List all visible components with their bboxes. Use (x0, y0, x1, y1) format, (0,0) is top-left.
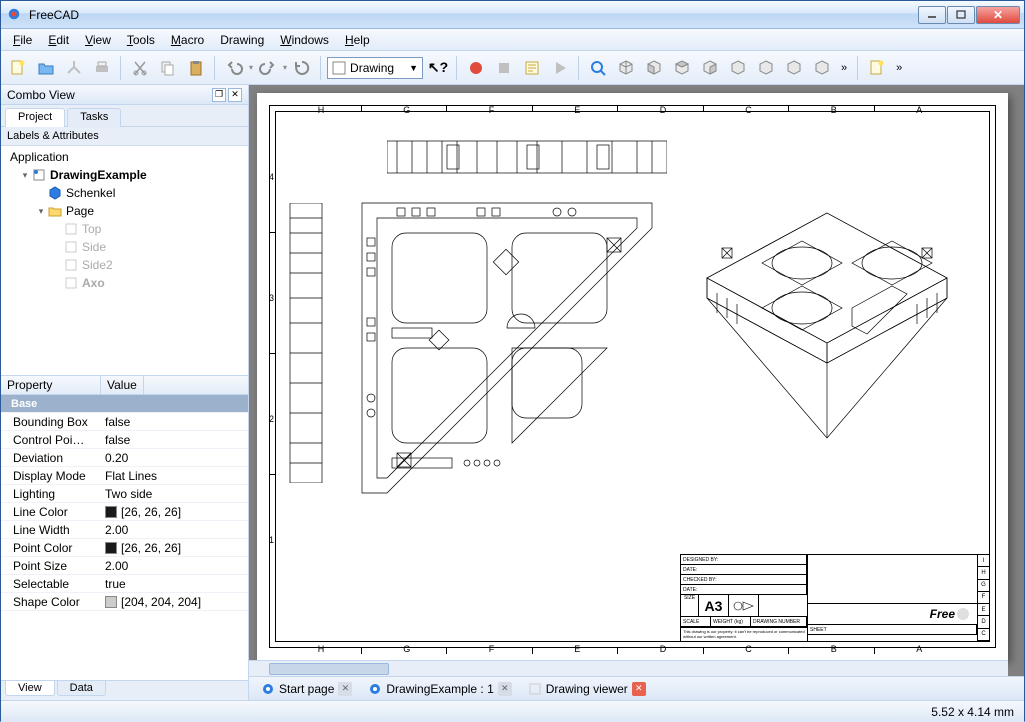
undo-button[interactable] (221, 55, 247, 81)
drawing-side-view (282, 203, 330, 483)
record-macro-button[interactable] (463, 55, 489, 81)
toolbar: ▾ ▾ Drawing ▼ ↖? » » (1, 51, 1024, 85)
drawing-sheet: HGFEDCBA HGFEDCBA 4321 (257, 93, 1008, 660)
tree-item-schenkel[interactable]: Schenkel (3, 184, 246, 202)
property-line-width[interactable]: Line Width2.00 (1, 521, 248, 539)
stop-macro-button[interactable] (491, 55, 517, 81)
close-tab-icon[interactable]: ✕ (498, 682, 512, 696)
bottom-view-button[interactable] (753, 55, 779, 81)
panel-close-button[interactable]: ✕ (228, 88, 242, 102)
property-deviation[interactable]: Deviation0.20 (1, 449, 248, 467)
titlebar: FreeCAD ✕ (1, 1, 1024, 29)
tree-item-page[interactable]: ▾Page (3, 202, 246, 220)
statusbar: 5.52 x 4.14 mm (1, 700, 1024, 722)
tree-document[interactable]: ▾ DrawingExample (3, 166, 246, 184)
workbench-selector[interactable]: Drawing ▼ (327, 57, 423, 79)
toolbar-overflow-1[interactable]: » (837, 62, 852, 74)
menu-windows[interactable]: Windows (272, 31, 337, 49)
tree-item-side[interactable]: Side (3, 238, 246, 256)
property-bounding-box[interactable]: Bounding Boxfalse (1, 413, 248, 431)
open-file-button[interactable] (33, 55, 59, 81)
doc-tab-drawing-viewer[interactable]: Drawing viewer✕ (522, 680, 652, 698)
title-block: DESIGNED BY: DATE: CHECKED BY: DATE: SIZ… (680, 554, 990, 642)
drawing-viewport[interactable]: HGFEDCBA HGFEDCBA 4321 (249, 85, 1024, 676)
tree-item-side2[interactable]: Side2 (3, 256, 246, 274)
macros-button[interactable] (519, 55, 545, 81)
redo-button[interactable] (255, 55, 281, 81)
property-shape-color[interactable]: Shape Color[204, 204, 204] (1, 593, 248, 611)
horizontal-scrollbar[interactable] (249, 660, 1008, 676)
toolbar-overflow-2[interactable]: » (892, 62, 907, 74)
whatsthis-button[interactable]: ↖? (425, 55, 451, 81)
front-view-button[interactable] (641, 55, 667, 81)
document-tabs: Start page✕DrawingExample : 1✕ Drawing vi… (249, 676, 1024, 700)
menu-help[interactable]: Help (337, 31, 378, 49)
tab-data[interactable]: Data (57, 681, 106, 696)
close-tab-icon[interactable]: ✕ (338, 682, 352, 696)
drawing-axo-view (697, 208, 957, 468)
paste-button[interactable] (183, 55, 209, 81)
window-title: FreeCAD (29, 8, 917, 22)
tab-tasks[interactable]: Tasks (67, 108, 121, 127)
gear-blue-icon (261, 682, 275, 696)
menubar: File Edit View Tools Macro Drawing Windo… (1, 29, 1024, 51)
menu-drawing[interactable]: Drawing (212, 31, 272, 49)
iso-view-button[interactable] (613, 55, 639, 81)
menu-file[interactable]: File (5, 31, 40, 49)
new-file-button[interactable] (5, 55, 31, 81)
axo-view-button[interactable] (809, 55, 835, 81)
minimize-button[interactable] (918, 6, 946, 24)
close-tab-icon[interactable]: ✕ (632, 682, 646, 696)
menu-edit[interactable]: Edit (40, 31, 77, 49)
save-button[interactable] (61, 55, 87, 81)
drawing-top-view (387, 133, 667, 181)
top-view-button[interactable] (669, 55, 695, 81)
labels-attributes-header: Labels & Attributes (1, 127, 248, 146)
right-view-button[interactable] (697, 55, 723, 81)
model-tree[interactable]: Application ▾ DrawingExample Schenkel▾Pa… (1, 146, 248, 376)
property-control-poi-[interactable]: Control Poi…false (1, 431, 248, 449)
drawing-front-view (357, 198, 657, 498)
combo-view-title: Combo View (7, 88, 75, 102)
property-point-size[interactable]: Point Size2.00 (1, 557, 248, 575)
left-view-button[interactable] (781, 55, 807, 81)
property-display-mode[interactable]: Display ModeFlat Lines (1, 467, 248, 485)
panel-float-button[interactable]: ❐ (212, 88, 226, 102)
property-lighting[interactable]: LightingTwo side (1, 485, 248, 503)
property-selectable[interactable]: Selectabletrue (1, 575, 248, 593)
workbench-label: Drawing (350, 61, 394, 75)
new-page-button[interactable] (864, 55, 890, 81)
tab-view[interactable]: View (5, 681, 55, 696)
property-point-color[interactable]: Point Color[26, 26, 26] (1, 539, 248, 557)
maximize-button[interactable] (947, 6, 975, 24)
canvas-area: HGFEDCBA HGFEDCBA 4321 (249, 85, 1024, 700)
cut-button[interactable] (127, 55, 153, 81)
property-col-header[interactable]: Property (1, 376, 101, 394)
zoom-fit-button[interactable] (585, 55, 611, 81)
status-coords: 5.52 x 4.14 mm (931, 705, 1014, 719)
box-empty-icon (528, 682, 542, 696)
doc-tab-start-page[interactable]: Start page✕ (255, 680, 358, 698)
copy-button[interactable] (155, 55, 181, 81)
tree-item-top[interactable]: Top (3, 220, 246, 238)
run-macro-button[interactable] (547, 55, 573, 81)
gear-blue-icon (368, 682, 382, 696)
property-panel: Property Value Base Bounding BoxfalseCon… (1, 376, 248, 680)
menu-view[interactable]: View (77, 31, 119, 49)
doc-tab-drawingexample-1[interactable]: DrawingExample : 1✕ (362, 680, 517, 698)
tree-application[interactable]: Application (3, 148, 246, 166)
property-line-color[interactable]: Line Color[26, 26, 26] (1, 503, 248, 521)
rear-view-button[interactable] (725, 55, 751, 81)
menu-macro[interactable]: Macro (163, 31, 212, 49)
value-col-header[interactable]: Value (101, 376, 144, 394)
property-group-base: Base (1, 395, 248, 413)
print-button[interactable] (89, 55, 115, 81)
close-button[interactable]: ✕ (976, 6, 1020, 24)
tab-project[interactable]: Project (5, 108, 65, 127)
app-icon (7, 7, 23, 23)
tree-item-axo[interactable]: Axo (3, 274, 246, 292)
combo-view-panel: Combo View ❐ ✕ Project Tasks Labels & At… (1, 85, 249, 700)
refresh-button[interactable] (289, 55, 315, 81)
menu-tools[interactable]: Tools (119, 31, 163, 49)
